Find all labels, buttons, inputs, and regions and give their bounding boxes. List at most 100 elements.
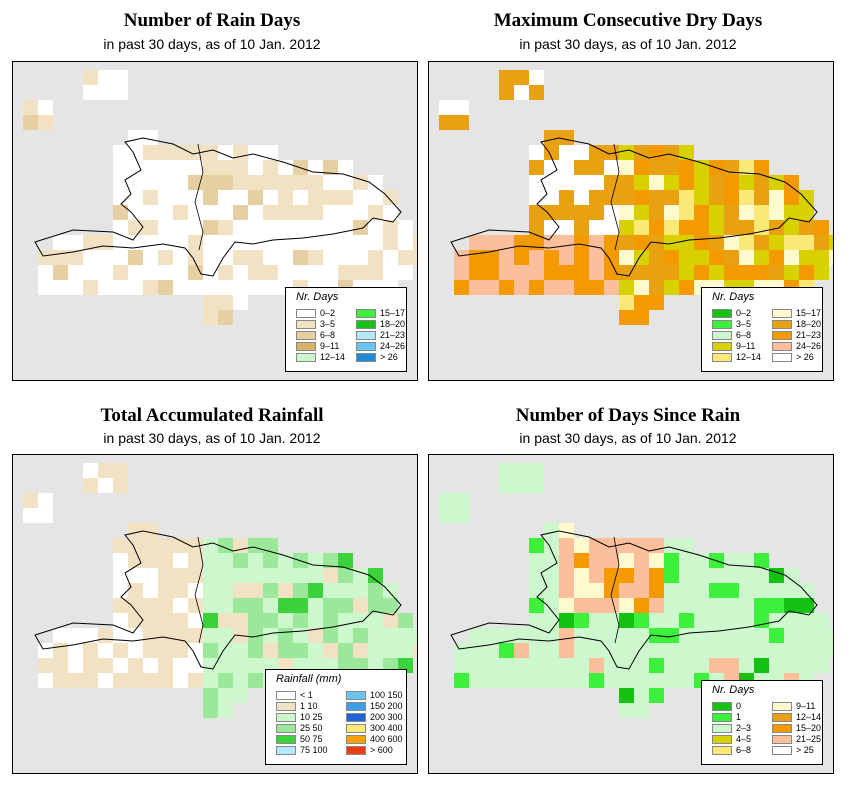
grid-cell bbox=[709, 220, 724, 235]
grid-cell bbox=[559, 235, 574, 250]
grid-cell bbox=[173, 265, 188, 280]
grid-cell bbox=[383, 205, 398, 220]
grid-cell bbox=[218, 553, 233, 568]
grid-cell bbox=[664, 598, 679, 613]
grid-cell bbox=[499, 85, 514, 100]
grid-cell bbox=[769, 265, 784, 280]
grid-cell bbox=[604, 643, 619, 658]
legend-label: 3–5 bbox=[320, 319, 336, 329]
grid-cell bbox=[143, 130, 158, 145]
grid-cell bbox=[724, 175, 739, 190]
legend-entry: 0–2 bbox=[712, 308, 751, 319]
grid-cell bbox=[203, 583, 218, 598]
grid-cell bbox=[544, 643, 559, 658]
grid-cell bbox=[143, 175, 158, 190]
grid-cell bbox=[784, 205, 799, 220]
grid-cell bbox=[353, 205, 368, 220]
grid-cell bbox=[278, 643, 293, 658]
grid-cell bbox=[158, 553, 173, 568]
legend-swatch bbox=[772, 746, 792, 756]
grid-cell bbox=[158, 658, 173, 673]
grid-cell bbox=[128, 553, 143, 568]
legend-entry: 6–8 bbox=[712, 745, 751, 756]
grid-cell bbox=[619, 673, 634, 688]
grid-cell bbox=[529, 583, 544, 598]
grid-cell bbox=[604, 280, 619, 295]
grid-cell bbox=[499, 628, 514, 643]
grid-cell bbox=[544, 523, 559, 538]
grid-cell bbox=[709, 613, 724, 628]
grid-cell bbox=[439, 100, 454, 115]
legend-swatch bbox=[712, 309, 732, 319]
grid-cell bbox=[23, 115, 38, 130]
grid-cell bbox=[308, 265, 323, 280]
grid-cell bbox=[143, 628, 158, 643]
grid-cell bbox=[574, 280, 589, 295]
legend-swatch bbox=[772, 724, 792, 734]
grid-cell bbox=[754, 553, 769, 568]
grid-cell bbox=[559, 628, 574, 643]
grid-cell bbox=[694, 613, 709, 628]
grid-cell bbox=[619, 538, 634, 553]
grid-cell bbox=[634, 673, 649, 688]
grid-cell bbox=[619, 613, 634, 628]
grid-cell bbox=[829, 235, 833, 250]
grid-cell bbox=[173, 250, 188, 265]
grid-cell bbox=[248, 145, 263, 160]
grid-cell bbox=[619, 658, 634, 673]
grid-cell bbox=[98, 463, 113, 478]
grid-cell bbox=[694, 160, 709, 175]
grid-cell bbox=[679, 598, 694, 613]
grid-cell bbox=[514, 85, 529, 100]
grid-cell bbox=[278, 220, 293, 235]
grid-cell bbox=[113, 628, 128, 643]
grid-cell bbox=[113, 463, 128, 478]
grid-cell bbox=[143, 250, 158, 265]
legend-label: 12–14 bbox=[320, 352, 346, 362]
grid-cell bbox=[709, 658, 724, 673]
grid-cell bbox=[454, 280, 469, 295]
legend-swatch bbox=[346, 746, 366, 756]
legend-label: < 1 bbox=[300, 690, 313, 700]
grid-cell bbox=[664, 673, 679, 688]
grid-cell bbox=[263, 538, 278, 553]
grid-cell bbox=[113, 175, 128, 190]
grid-cell bbox=[203, 553, 218, 568]
grid-cell bbox=[248, 568, 263, 583]
grid-cell bbox=[799, 658, 814, 673]
grid-cell bbox=[784, 235, 799, 250]
grid-cell bbox=[83, 478, 98, 493]
grid-cell bbox=[574, 658, 589, 673]
grid-cell bbox=[634, 160, 649, 175]
grid-cell bbox=[68, 250, 83, 265]
grid-cell bbox=[113, 478, 128, 493]
grid-cell bbox=[784, 583, 799, 598]
legend-swatch bbox=[296, 320, 316, 330]
grid-cell bbox=[323, 628, 338, 643]
grid-cell bbox=[694, 658, 709, 673]
legend-label: 18–20 bbox=[380, 319, 406, 329]
legend-swatch bbox=[276, 746, 296, 756]
grid-cell bbox=[278, 250, 293, 265]
grid-cell bbox=[694, 175, 709, 190]
map-rain-days: Nr. Days 0–2 3–5 6–8 9–11 12–14 15–17 18–20 21–2… bbox=[12, 61, 418, 381]
legend-swatch bbox=[772, 353, 792, 363]
map-grid-2 bbox=[23, 463, 417, 718]
grid-cell bbox=[248, 265, 263, 280]
grid-cell bbox=[634, 568, 649, 583]
grid-cell bbox=[679, 265, 694, 280]
grid-cell bbox=[218, 673, 233, 688]
grid-cell bbox=[218, 703, 233, 718]
grid-cell bbox=[188, 205, 203, 220]
grid-cell bbox=[23, 100, 38, 115]
grid-cell bbox=[263, 613, 278, 628]
grid-cell bbox=[143, 538, 158, 553]
grid-cell bbox=[233, 175, 248, 190]
grid-cell bbox=[544, 145, 559, 160]
grid-cell bbox=[559, 205, 574, 220]
grid-cell bbox=[128, 523, 143, 538]
grid-cell bbox=[634, 688, 649, 703]
grid-cell bbox=[634, 220, 649, 235]
grid-cell bbox=[514, 478, 529, 493]
grid-cell bbox=[338, 190, 353, 205]
